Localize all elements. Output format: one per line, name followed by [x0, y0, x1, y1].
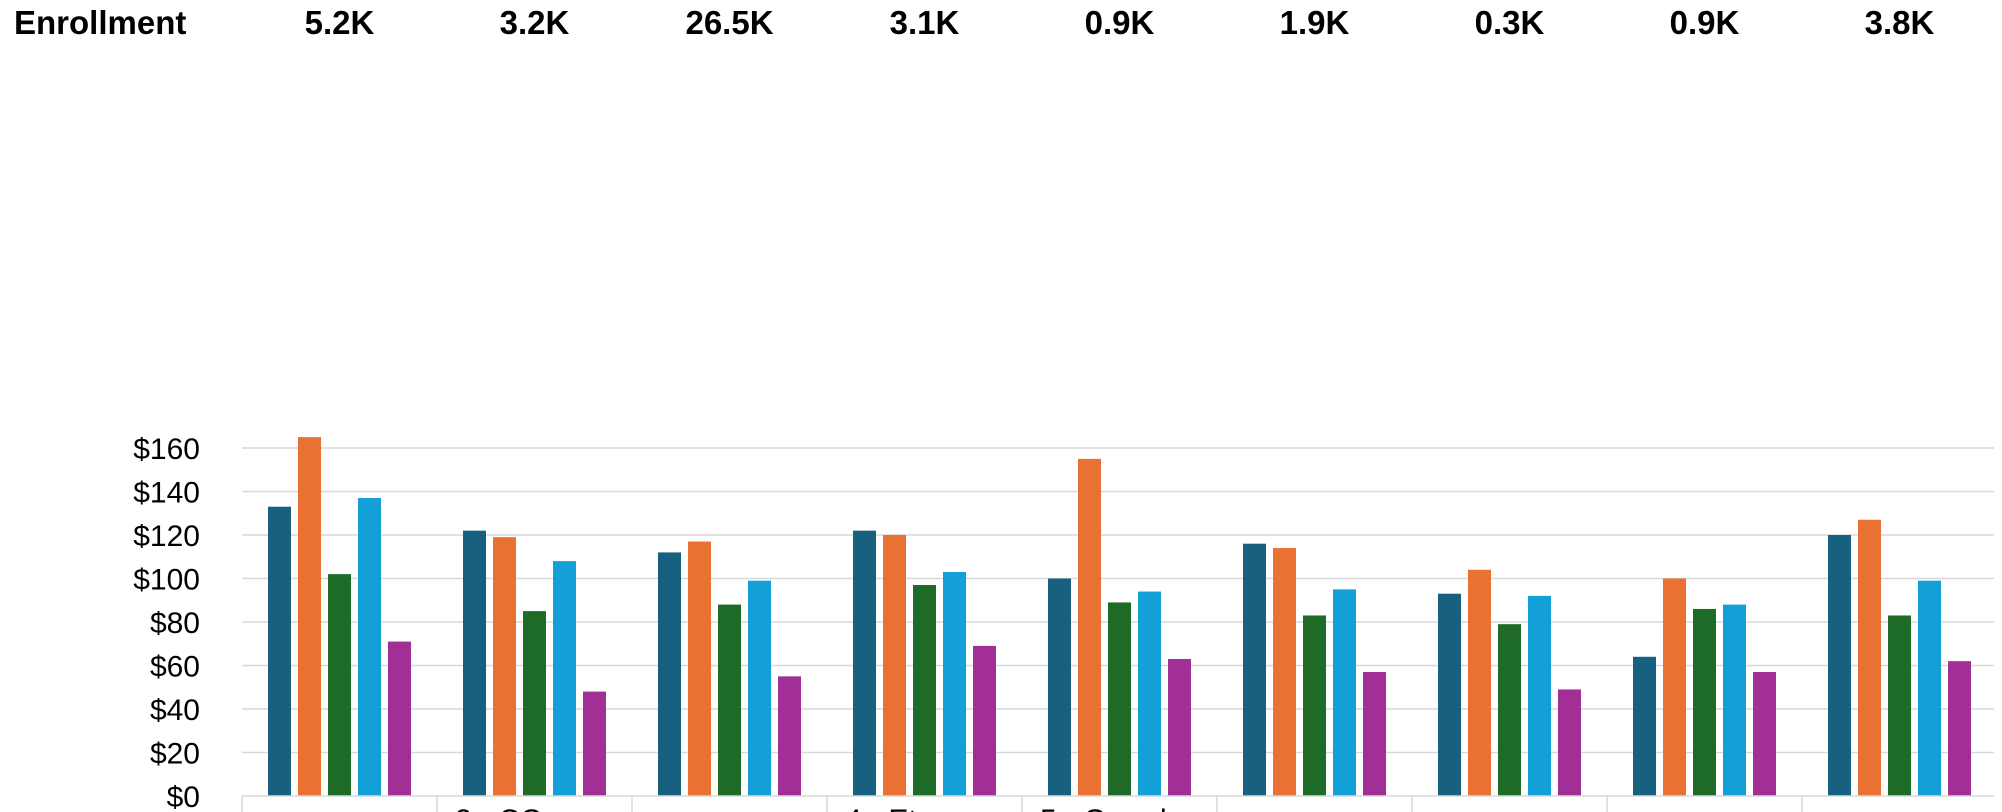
bar — [688, 541, 711, 796]
bar — [943, 571, 966, 796]
bar — [1108, 602, 1131, 796]
bar — [1168, 658, 1191, 796]
bar — [1273, 548, 1296, 796]
bar — [523, 611, 546, 796]
bar — [1633, 656, 1656, 796]
y-tick-label: $0 — [167, 781, 200, 812]
category-label: 2 - CO... — [455, 804, 568, 812]
enrollment-value: 1.9K — [1280, 4, 1350, 41]
bar — [1723, 604, 1746, 796]
x-axis: 2 - CO... 4 - Et... 5 - Grand... — [241, 795, 1994, 812]
y-tick-label: $80 — [150, 607, 200, 640]
category-label: 5 - Grand... — [1040, 804, 1192, 812]
bar — [1663, 578, 1686, 796]
bar — [463, 530, 486, 796]
bar — [1948, 661, 1971, 796]
enrollment-value: 0.3K — [1475, 4, 1545, 41]
bar — [1048, 578, 1071, 796]
bar — [1138, 591, 1161, 796]
bar — [1858, 519, 1881, 796]
bar — [973, 645, 996, 796]
bar — [1558, 689, 1581, 796]
bar — [358, 498, 381, 796]
bar — [883, 535, 906, 796]
enrollment-value: 3.8K — [1865, 4, 1935, 41]
enrollment-value: 26.5K — [685, 4, 773, 41]
bar — [553, 561, 576, 796]
bar — [1333, 589, 1356, 796]
bar — [1078, 458, 1101, 796]
bar — [1918, 580, 1941, 796]
bar — [298, 437, 321, 796]
bar — [388, 641, 411, 796]
bar — [913, 585, 936, 796]
bar — [658, 552, 681, 796]
bar — [268, 506, 291, 796]
y-tick-label: $40 — [150, 694, 200, 727]
enrollment-value: 3.1K — [890, 4, 960, 41]
bar — [1468, 569, 1491, 796]
bar — [1438, 593, 1461, 796]
bar — [1888, 615, 1911, 796]
bar — [1753, 672, 1776, 796]
y-tick-label: $60 — [150, 651, 200, 684]
bar — [853, 530, 876, 796]
bar — [1828, 535, 1851, 796]
enrollment-row: Enrollment 5.2K 3.2K 26.5K 3.1K 0.9K 1.9K 0.3K… — [14, 4, 1935, 41]
bar — [1303, 615, 1326, 796]
enrollment-value: 0.9K — [1670, 4, 1740, 41]
bar — [778, 676, 801, 796]
bar — [583, 691, 606, 796]
bar — [1498, 624, 1521, 796]
bar — [718, 604, 741, 796]
bar — [1243, 543, 1266, 796]
bar — [748, 580, 771, 796]
enrollment-value: 5.2K — [305, 4, 375, 41]
y-tick-label: $140 — [133, 477, 200, 510]
enrollment-value: 0.9K — [1085, 4, 1155, 41]
bars — [268, 437, 1971, 796]
y-tick-label: $100 — [133, 564, 200, 597]
bar — [328, 574, 351, 796]
bar — [1693, 608, 1716, 796]
y-tick-label: $20 — [150, 738, 200, 771]
enrollment-label: Enrollment — [14, 4, 186, 41]
enrollment-value: 3.2K — [500, 4, 570, 41]
bar — [1363, 672, 1386, 796]
category-label: 4 - Et... — [845, 804, 942, 812]
y-tick-label: $160 — [133, 433, 200, 466]
y-tick-label: $120 — [133, 520, 200, 553]
y-axis: $0 $20 $40 $60 $80 $100 $120 $140 $160 — [133, 433, 200, 812]
bar — [1528, 595, 1551, 796]
bar — [493, 537, 516, 796]
